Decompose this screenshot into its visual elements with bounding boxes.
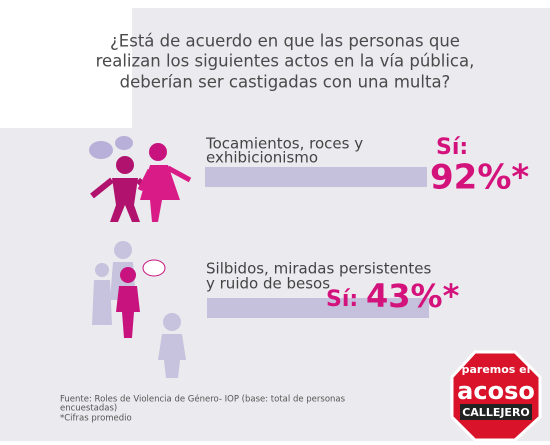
logo-bottom: CALLEJERO <box>462 406 530 419</box>
answer: Sí: <box>326 287 358 312</box>
answer-value: 43%* <box>366 277 460 315</box>
logo-top: paremos el <box>462 363 531 376</box>
item-label: y ruido de besos <box>206 275 330 293</box>
item-label: exhibicionismo <box>206 149 318 167</box>
top-strip <box>0 0 550 8</box>
item-label: Tocamientos, roces y <box>205 135 363 153</box>
note: *Cifras promedio <box>60 414 132 424</box>
source: Fuente: Roles de Violencia de Género- IO… <box>60 394 346 405</box>
white-corner <box>0 0 132 128</box>
logo-middle: acoso <box>457 377 535 405</box>
item-bar <box>205 167 427 187</box>
answer: Sí: <box>436 135 468 160</box>
item-bar <box>207 298 429 318</box>
answer-value: 92%* <box>430 158 529 198</box>
title-line: deberían ser castigadas con una multa? <box>120 73 451 92</box>
title-line: ¿Está de acuerdo en que las personas que <box>110 32 460 51</box>
item-label: Silbidos, miradas persistentes <box>206 260 431 278</box>
couple-illustration <box>89 136 192 222</box>
logo: paremos el acoso CALLEJERO <box>450 350 542 442</box>
group-illustration <box>92 241 186 378</box>
source: encuestadas) <box>60 404 117 414</box>
title-line: realizan los siguientes actos en la vía … <box>96 52 475 71</box>
